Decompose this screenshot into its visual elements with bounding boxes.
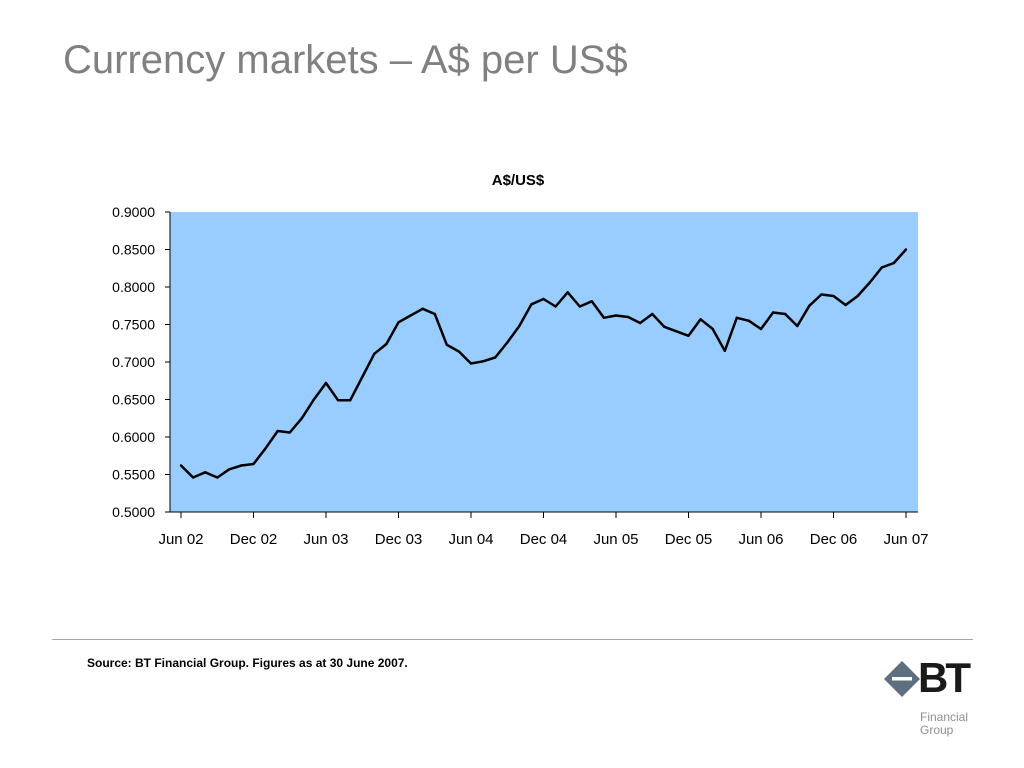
data-point (868, 281, 871, 284)
data-point (687, 334, 690, 337)
x-tick-label: Dec 02 (230, 531, 278, 548)
data-point (602, 316, 606, 319)
data-point (554, 305, 557, 308)
data-point (228, 468, 231, 471)
data-point (433, 312, 436, 316)
chart-title: A$/US$ (492, 172, 545, 189)
x-tick-label: Jun 04 (448, 531, 493, 548)
data-point (300, 417, 303, 420)
data-point (904, 248, 908, 251)
data-point (336, 399, 340, 402)
data-point (288, 431, 291, 434)
data-point (324, 381, 328, 385)
data-point (542, 297, 545, 301)
y-tick-label: 0.6500 (112, 392, 155, 408)
data-point (590, 300, 593, 303)
bt-logo: BT Financial Group (884, 655, 979, 741)
data-point (421, 307, 424, 310)
y-tick-label: 0.7500 (112, 317, 155, 333)
y-axis: 0.9000 0.8500 0.8000 0.7500 0.7000 0.6500 0.60… (112, 204, 171, 520)
data-point (880, 266, 883, 269)
x-tick-label: Jun 03 (303, 531, 348, 548)
x-tick-label: Jun 06 (738, 531, 783, 548)
data-point (518, 324, 521, 328)
data-point (808, 304, 811, 307)
data-point (216, 476, 219, 479)
data-point (494, 356, 497, 359)
data-point (892, 261, 896, 265)
data-point (651, 312, 654, 316)
plot-area (170, 212, 918, 512)
data-point (361, 375, 364, 379)
x-tick-label: Jun 05 (593, 531, 638, 548)
logo-mark: BT (918, 654, 971, 701)
data-point (578, 305, 581, 308)
logo-line-2: Group (920, 723, 954, 737)
data-point (409, 314, 412, 317)
logo-line-1: Financial (920, 710, 969, 724)
x-tick-label: Jun 02 (158, 531, 203, 548)
y-tick-label: 0.6000 (112, 429, 155, 445)
data-point (675, 330, 678, 333)
data-point (445, 343, 448, 346)
data-point (276, 429, 279, 433)
data-point (385, 342, 388, 346)
data-point (614, 314, 618, 317)
data-point (457, 350, 461, 353)
footer-divider (52, 639, 973, 640)
y-tick-label: 0.5000 (112, 504, 155, 520)
data-point (784, 312, 787, 316)
data-point (639, 321, 642, 325)
data-point (481, 360, 485, 363)
data-points (179, 248, 908, 479)
data-point (723, 349, 726, 352)
slide-title: Currency markets – A$ per US$ (63, 38, 628, 82)
data-point (820, 293, 823, 296)
x-tick-label: Dec 04 (520, 531, 568, 548)
data-point (252, 462, 255, 466)
x-tick-label: Jun 07 (883, 531, 928, 548)
data-point (373, 352, 376, 355)
data-point (566, 291, 569, 294)
data-point (530, 303, 533, 306)
data-point (856, 294, 859, 298)
data-point (469, 362, 473, 365)
data-point (312, 398, 316, 401)
data-point (264, 447, 267, 450)
y-tick-label: 0.8000 (112, 279, 155, 295)
x-tick-label: Dec 03 (375, 531, 423, 548)
diamond-icon (884, 661, 920, 697)
y-tick-label: 0.9000 (112, 204, 155, 220)
data-point (699, 318, 702, 321)
data-point (832, 294, 835, 298)
data-point (349, 399, 352, 402)
data-point (397, 321, 400, 324)
data-point (626, 315, 630, 319)
data-point (796, 324, 799, 328)
x-tick-label: Dec 06 (810, 531, 858, 548)
data-point (747, 319, 751, 322)
y-tick-label: 0.8500 (112, 242, 155, 258)
data-point (204, 471, 207, 474)
logo-subtitle: Financial Group (920, 711, 968, 737)
chart: A$/US$ 0.9000 0.8500 0.8000 0.7500 0.7000 0.6… (112, 172, 929, 548)
data-point (844, 303, 847, 307)
x-axis: Jun 02 Dec 02 Jun 03 Dec 03 Jun 04 Dec 04 Jun … (158, 511, 929, 548)
data-point (179, 464, 183, 467)
data-point (735, 316, 738, 319)
x-tick-label: Dec 05 (665, 531, 713, 548)
data-point (771, 311, 775, 314)
data-point (240, 464, 243, 467)
data-point (663, 325, 666, 328)
y-tick-label: 0.5500 (112, 467, 155, 483)
data-point (759, 327, 763, 331)
source-note: Source: BT Financial Group. Figures as a… (87, 656, 408, 670)
data-point (711, 327, 714, 331)
y-tick-label: 0.7000 (112, 354, 155, 370)
data-point (506, 341, 509, 344)
data-point (191, 476, 195, 479)
